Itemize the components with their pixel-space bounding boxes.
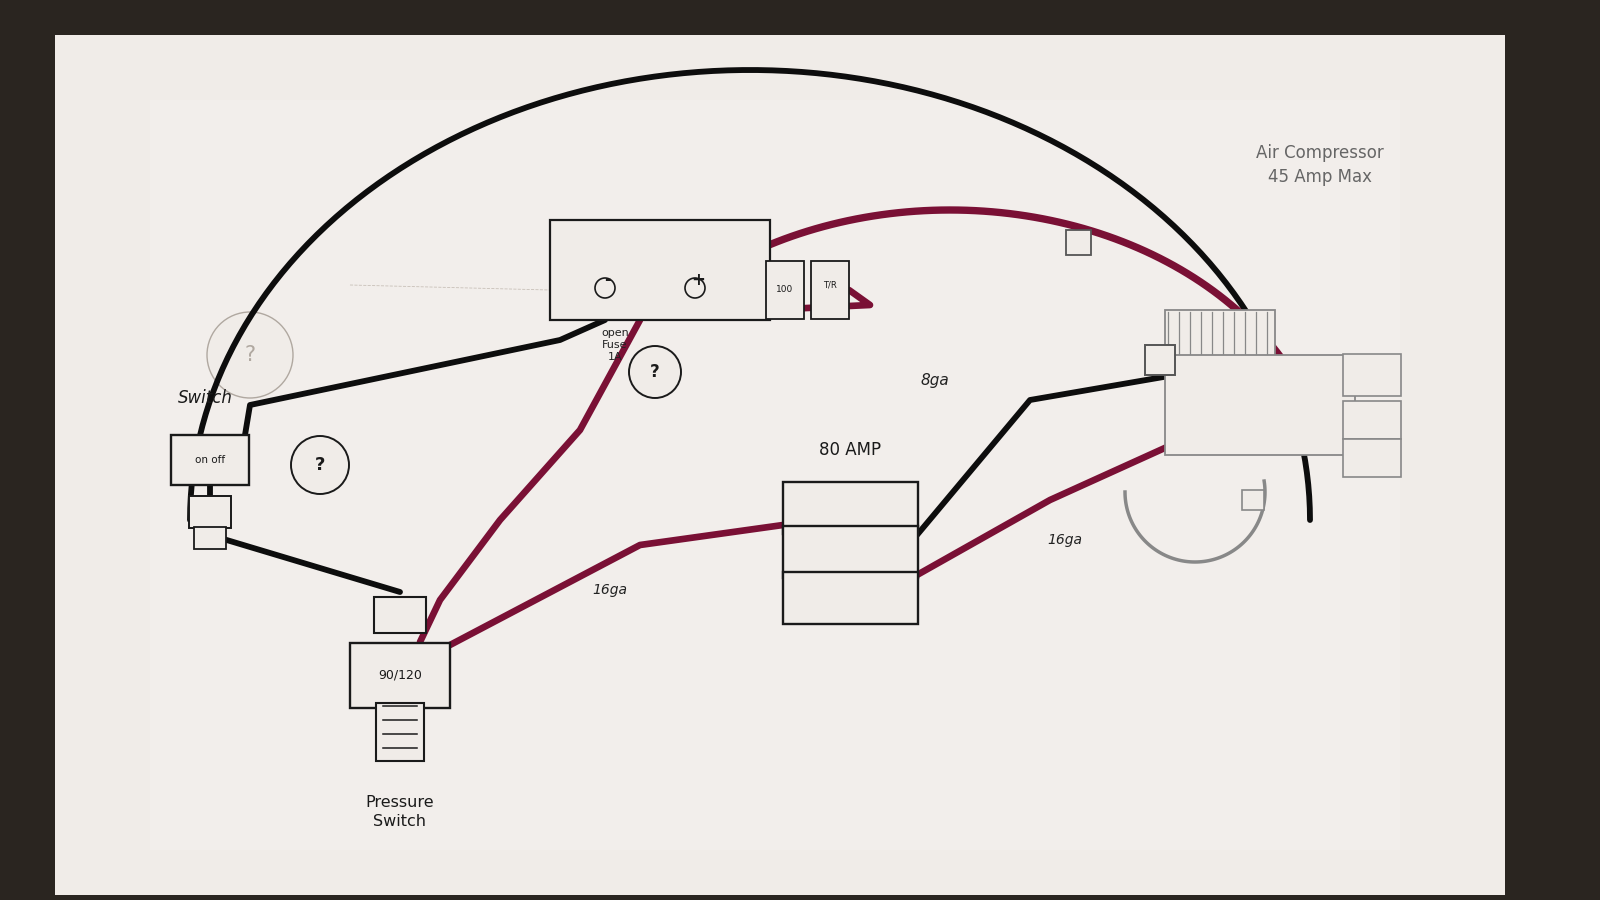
Bar: [1342, 401, 1402, 439]
Circle shape: [206, 312, 293, 398]
Text: Pressure
Switch: Pressure Switch: [366, 795, 434, 830]
Bar: [350, 643, 450, 707]
Circle shape: [291, 436, 349, 494]
Bar: [782, 572, 917, 624]
Bar: [550, 220, 770, 320]
Bar: [1146, 345, 1174, 375]
Text: 16ga: 16ga: [592, 583, 627, 597]
Text: 90/120: 90/120: [378, 669, 422, 681]
Bar: [1066, 230, 1091, 255]
Bar: [194, 527, 226, 549]
Text: open
Fuse
1A: open Fuse 1A: [602, 328, 629, 362]
Bar: [171, 435, 250, 485]
Bar: [150, 100, 1400, 850]
Circle shape: [595, 278, 614, 298]
Text: Air Compressor
45 Amp Max: Air Compressor 45 Amp Max: [1256, 143, 1384, 186]
Text: on off: on off: [195, 455, 226, 465]
Circle shape: [629, 346, 682, 398]
Bar: [1165, 310, 1275, 360]
Bar: [374, 597, 426, 633]
Bar: [811, 261, 850, 319]
Text: T/R: T/R: [822, 281, 837, 290]
Text: 16ga: 16ga: [1048, 533, 1083, 547]
Bar: [1342, 354, 1402, 396]
Bar: [189, 496, 230, 528]
Text: ?: ?: [245, 345, 256, 365]
Text: +: +: [691, 271, 706, 289]
Bar: [782, 526, 917, 578]
Circle shape: [685, 278, 706, 298]
Text: 80 AMP: 80 AMP: [819, 441, 882, 459]
Text: ?: ?: [315, 456, 325, 474]
Text: -: -: [605, 271, 611, 289]
Bar: [1242, 490, 1264, 510]
Text: 8ga: 8ga: [920, 373, 949, 388]
Bar: [376, 703, 424, 761]
Bar: [1165, 355, 1355, 455]
Bar: [766, 261, 803, 319]
Text: 100: 100: [776, 285, 794, 294]
Text: Switch: Switch: [178, 389, 232, 407]
Bar: [782, 482, 917, 534]
Text: ?: ?: [650, 363, 659, 381]
Bar: [1342, 439, 1402, 477]
